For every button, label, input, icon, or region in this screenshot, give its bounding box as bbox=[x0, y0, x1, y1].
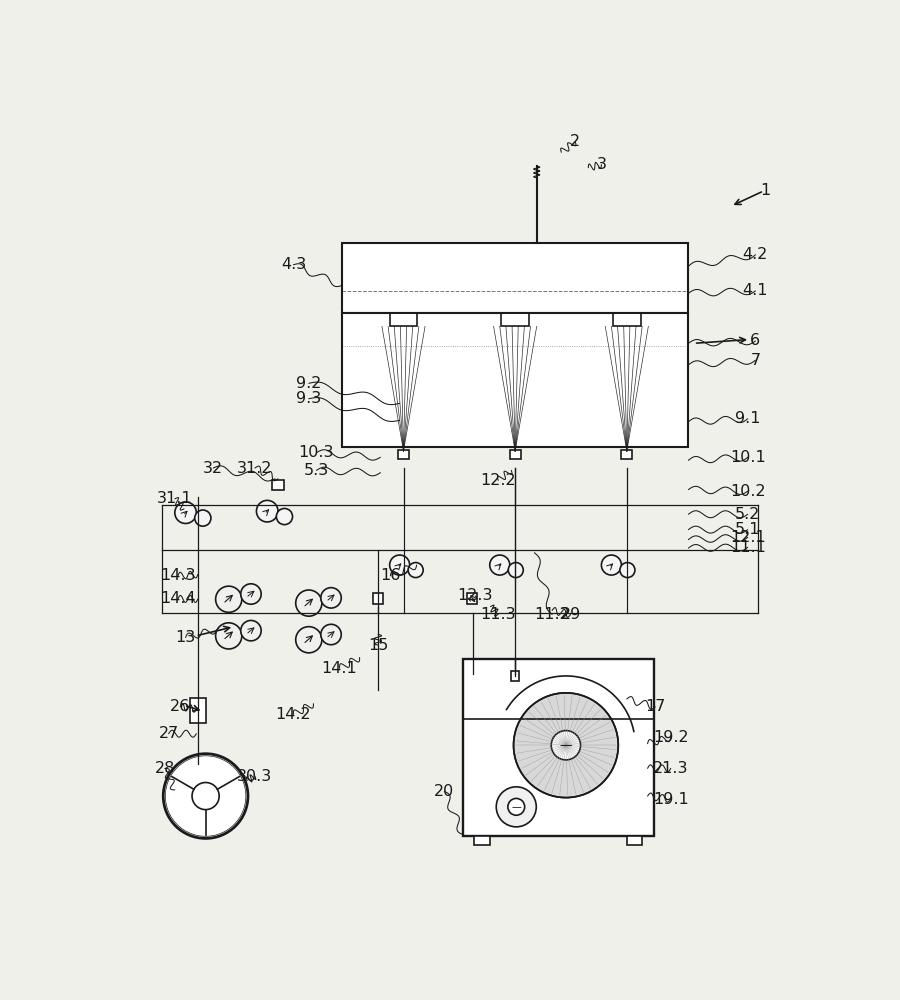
Circle shape bbox=[194, 510, 211, 526]
Text: 12.3: 12.3 bbox=[457, 588, 493, 603]
Circle shape bbox=[551, 731, 580, 760]
Circle shape bbox=[175, 502, 196, 523]
Bar bbox=[467, 593, 477, 604]
Circle shape bbox=[601, 555, 621, 575]
Text: 19.2: 19.2 bbox=[652, 730, 688, 745]
Text: 12.2: 12.2 bbox=[481, 473, 516, 488]
Text: 31.2: 31.2 bbox=[237, 461, 273, 476]
Text: 11.2: 11.2 bbox=[535, 607, 570, 622]
Bar bbox=[342, 243, 688, 312]
Text: 2: 2 bbox=[570, 134, 580, 149]
Circle shape bbox=[320, 588, 341, 608]
Bar bbox=[190, 698, 205, 723]
Circle shape bbox=[256, 500, 278, 522]
Bar bbox=[474, 836, 490, 845]
Text: 14.3: 14.3 bbox=[160, 568, 195, 583]
Bar bbox=[511, 671, 519, 681]
Text: 9.1: 9.1 bbox=[735, 411, 760, 426]
Text: 4.2: 4.2 bbox=[742, 247, 768, 262]
Text: 10.2: 10.2 bbox=[730, 484, 766, 499]
Text: 10.3: 10.3 bbox=[299, 445, 334, 460]
Circle shape bbox=[514, 693, 618, 798]
Circle shape bbox=[241, 584, 261, 604]
Text: 5.2: 5.2 bbox=[735, 507, 760, 522]
Text: 14.4: 14.4 bbox=[160, 591, 195, 606]
Bar bbox=[390, 312, 418, 326]
Circle shape bbox=[296, 627, 322, 653]
Text: 29: 29 bbox=[561, 607, 581, 622]
Text: 13: 13 bbox=[176, 630, 195, 645]
Circle shape bbox=[390, 555, 410, 575]
Text: 28: 28 bbox=[155, 761, 175, 776]
Circle shape bbox=[508, 563, 523, 578]
Text: 7: 7 bbox=[751, 353, 760, 368]
Text: 11.1: 11.1 bbox=[730, 540, 766, 555]
Text: 14.2: 14.2 bbox=[275, 707, 311, 722]
Bar bbox=[509, 450, 520, 459]
Text: 5.3: 5.3 bbox=[304, 463, 329, 478]
Circle shape bbox=[496, 787, 536, 827]
Text: 3: 3 bbox=[597, 157, 607, 172]
Bar bbox=[501, 312, 529, 326]
Text: 21.3: 21.3 bbox=[652, 761, 688, 776]
Text: —: — bbox=[560, 739, 572, 752]
Circle shape bbox=[320, 624, 341, 645]
Text: 26: 26 bbox=[170, 699, 190, 714]
Bar bbox=[272, 480, 284, 490]
Text: 10.1: 10.1 bbox=[730, 450, 766, 465]
Bar bbox=[621, 450, 632, 459]
Text: 11.3: 11.3 bbox=[481, 607, 516, 622]
Text: 14.1: 14.1 bbox=[321, 661, 357, 676]
Circle shape bbox=[163, 754, 248, 838]
Text: 31.1: 31.1 bbox=[157, 491, 193, 506]
Text: 5.1: 5.1 bbox=[735, 522, 760, 537]
Text: 27: 27 bbox=[158, 726, 179, 741]
Text: 4.1: 4.1 bbox=[742, 283, 768, 298]
Circle shape bbox=[409, 563, 423, 578]
Text: —: — bbox=[511, 802, 521, 812]
Bar bbox=[463, 659, 653, 836]
Bar bbox=[613, 312, 641, 326]
Circle shape bbox=[490, 555, 509, 575]
Bar bbox=[342, 312, 688, 447]
Text: 15: 15 bbox=[368, 638, 388, 653]
Text: 30.3: 30.3 bbox=[238, 769, 273, 784]
Circle shape bbox=[216, 586, 242, 612]
Circle shape bbox=[508, 798, 525, 815]
Text: 6: 6 bbox=[751, 333, 760, 348]
Text: 1: 1 bbox=[760, 183, 770, 198]
Text: 9.3: 9.3 bbox=[296, 391, 321, 406]
Circle shape bbox=[216, 623, 242, 649]
Text: 17: 17 bbox=[645, 699, 665, 714]
Circle shape bbox=[276, 508, 292, 525]
Text: 19.1: 19.1 bbox=[652, 792, 688, 807]
Text: 9.2: 9.2 bbox=[296, 376, 321, 391]
Circle shape bbox=[241, 620, 261, 641]
Bar bbox=[398, 450, 409, 459]
Circle shape bbox=[192, 783, 220, 810]
Bar bbox=[626, 836, 643, 845]
Text: 4.3: 4.3 bbox=[281, 257, 306, 272]
Text: 20: 20 bbox=[434, 784, 454, 799]
Text: 16: 16 bbox=[380, 568, 400, 583]
Text: 32: 32 bbox=[203, 461, 223, 476]
Circle shape bbox=[296, 590, 322, 616]
Text: 12.1: 12.1 bbox=[730, 530, 766, 545]
Circle shape bbox=[620, 563, 634, 578]
Bar bbox=[374, 593, 382, 604]
